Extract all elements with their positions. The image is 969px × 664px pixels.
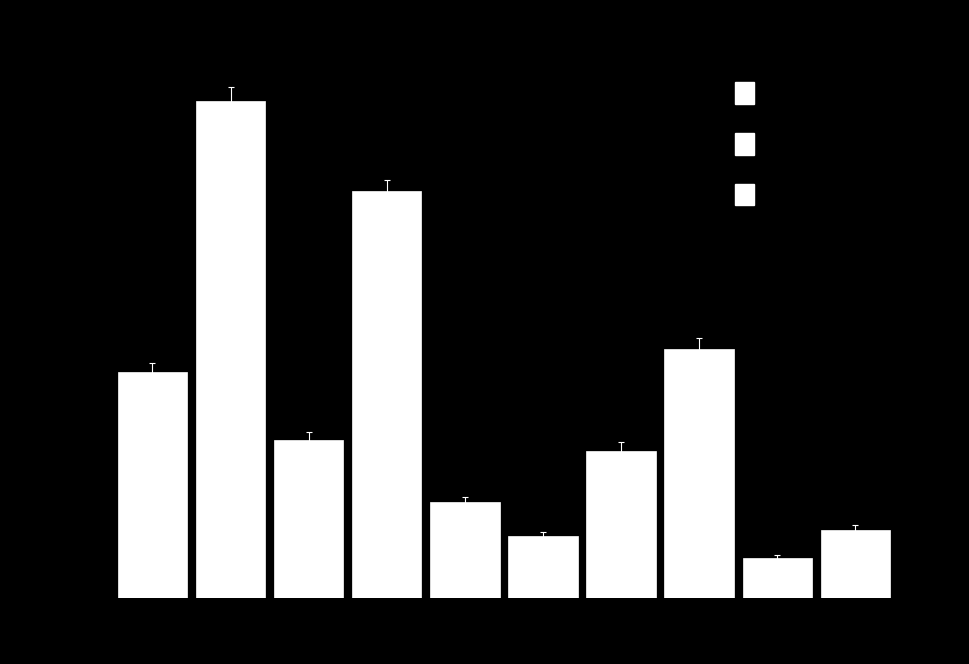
Bar [735, 133, 754, 155]
Bar [735, 82, 754, 104]
Bar [665, 349, 734, 598]
Bar [430, 502, 500, 598]
Bar [352, 191, 422, 598]
Bar [821, 530, 891, 598]
Bar [742, 558, 812, 598]
Bar [586, 451, 656, 598]
Bar [735, 184, 754, 205]
Bar [196, 101, 266, 598]
Bar [117, 372, 187, 598]
Bar [508, 535, 578, 598]
Bar [274, 440, 343, 598]
